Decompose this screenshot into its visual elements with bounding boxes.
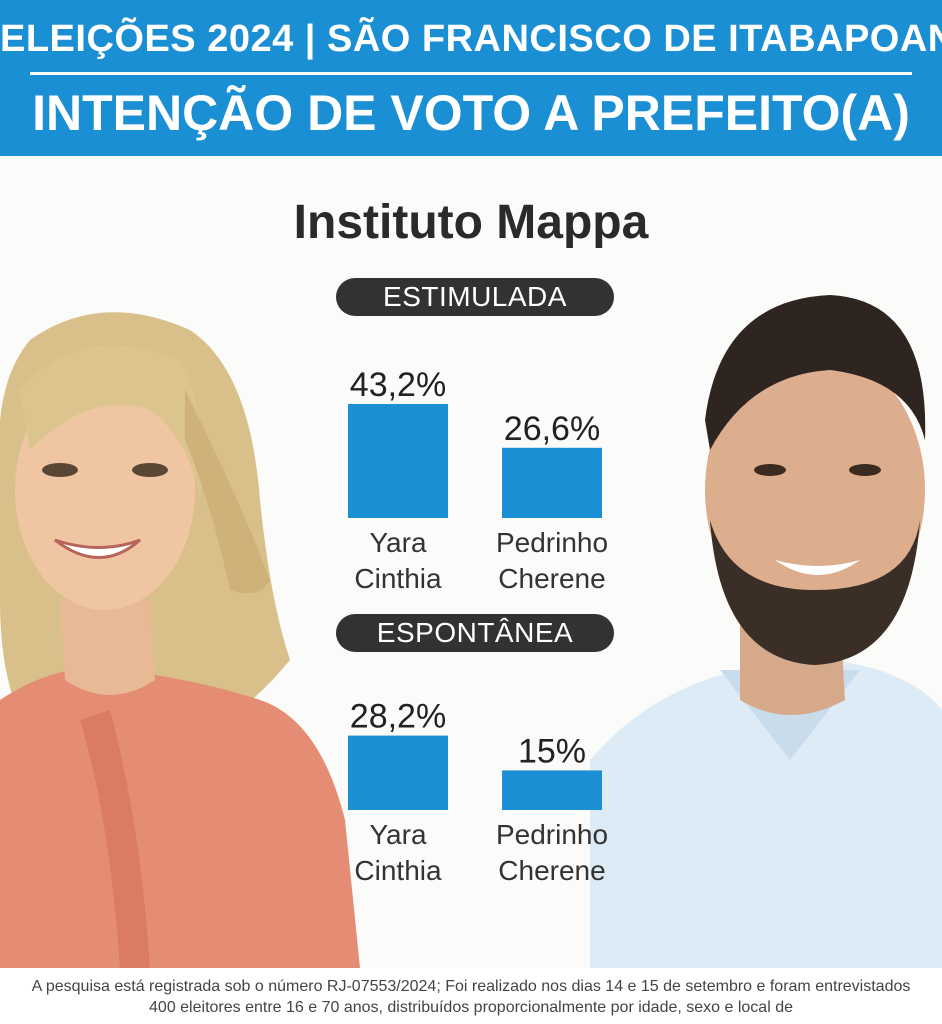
- category-label-1-0-1: Cinthia: [354, 855, 442, 886]
- header-title-line2: INTENÇÃO DE VOTO A PREFEITO(A): [32, 85, 910, 141]
- bar-0-1: [502, 447, 602, 518]
- section-label-stimulated: ESTIMULADA: [336, 278, 614, 316]
- value-label-0-1: 26,6%: [504, 410, 600, 448]
- section-label-spontaneous: ESPONTÂNEA: [336, 614, 614, 652]
- header-title-line1: ELEIÇÕES 2024 | SÃO FRANCISCO DE ITABAPO…: [0, 18, 942, 60]
- candidate-photo-yara: [0, 300, 365, 968]
- footnote-text: A pesquisa está registrada sob o número …: [31, 978, 911, 1016]
- bar-1-1: [502, 770, 602, 810]
- candidate-photo-pedrinho: [590, 290, 942, 968]
- value-label-1-1: 15%: [518, 732, 586, 770]
- footnote: A pesquisa está registrada sob o número …: [0, 968, 942, 1024]
- institute-name: Instituto Mappa: [293, 196, 649, 249]
- header-banner: ELEIÇÕES 2024 | SÃO FRANCISCO DE ITABAPO…: [0, 0, 942, 156]
- category-label-0-0-0: Yara: [369, 527, 426, 558]
- category-label-1-0-0: Yara: [369, 819, 426, 850]
- category-label-0-0-1: Cinthia: [354, 563, 442, 594]
- header-divider: [30, 72, 912, 75]
